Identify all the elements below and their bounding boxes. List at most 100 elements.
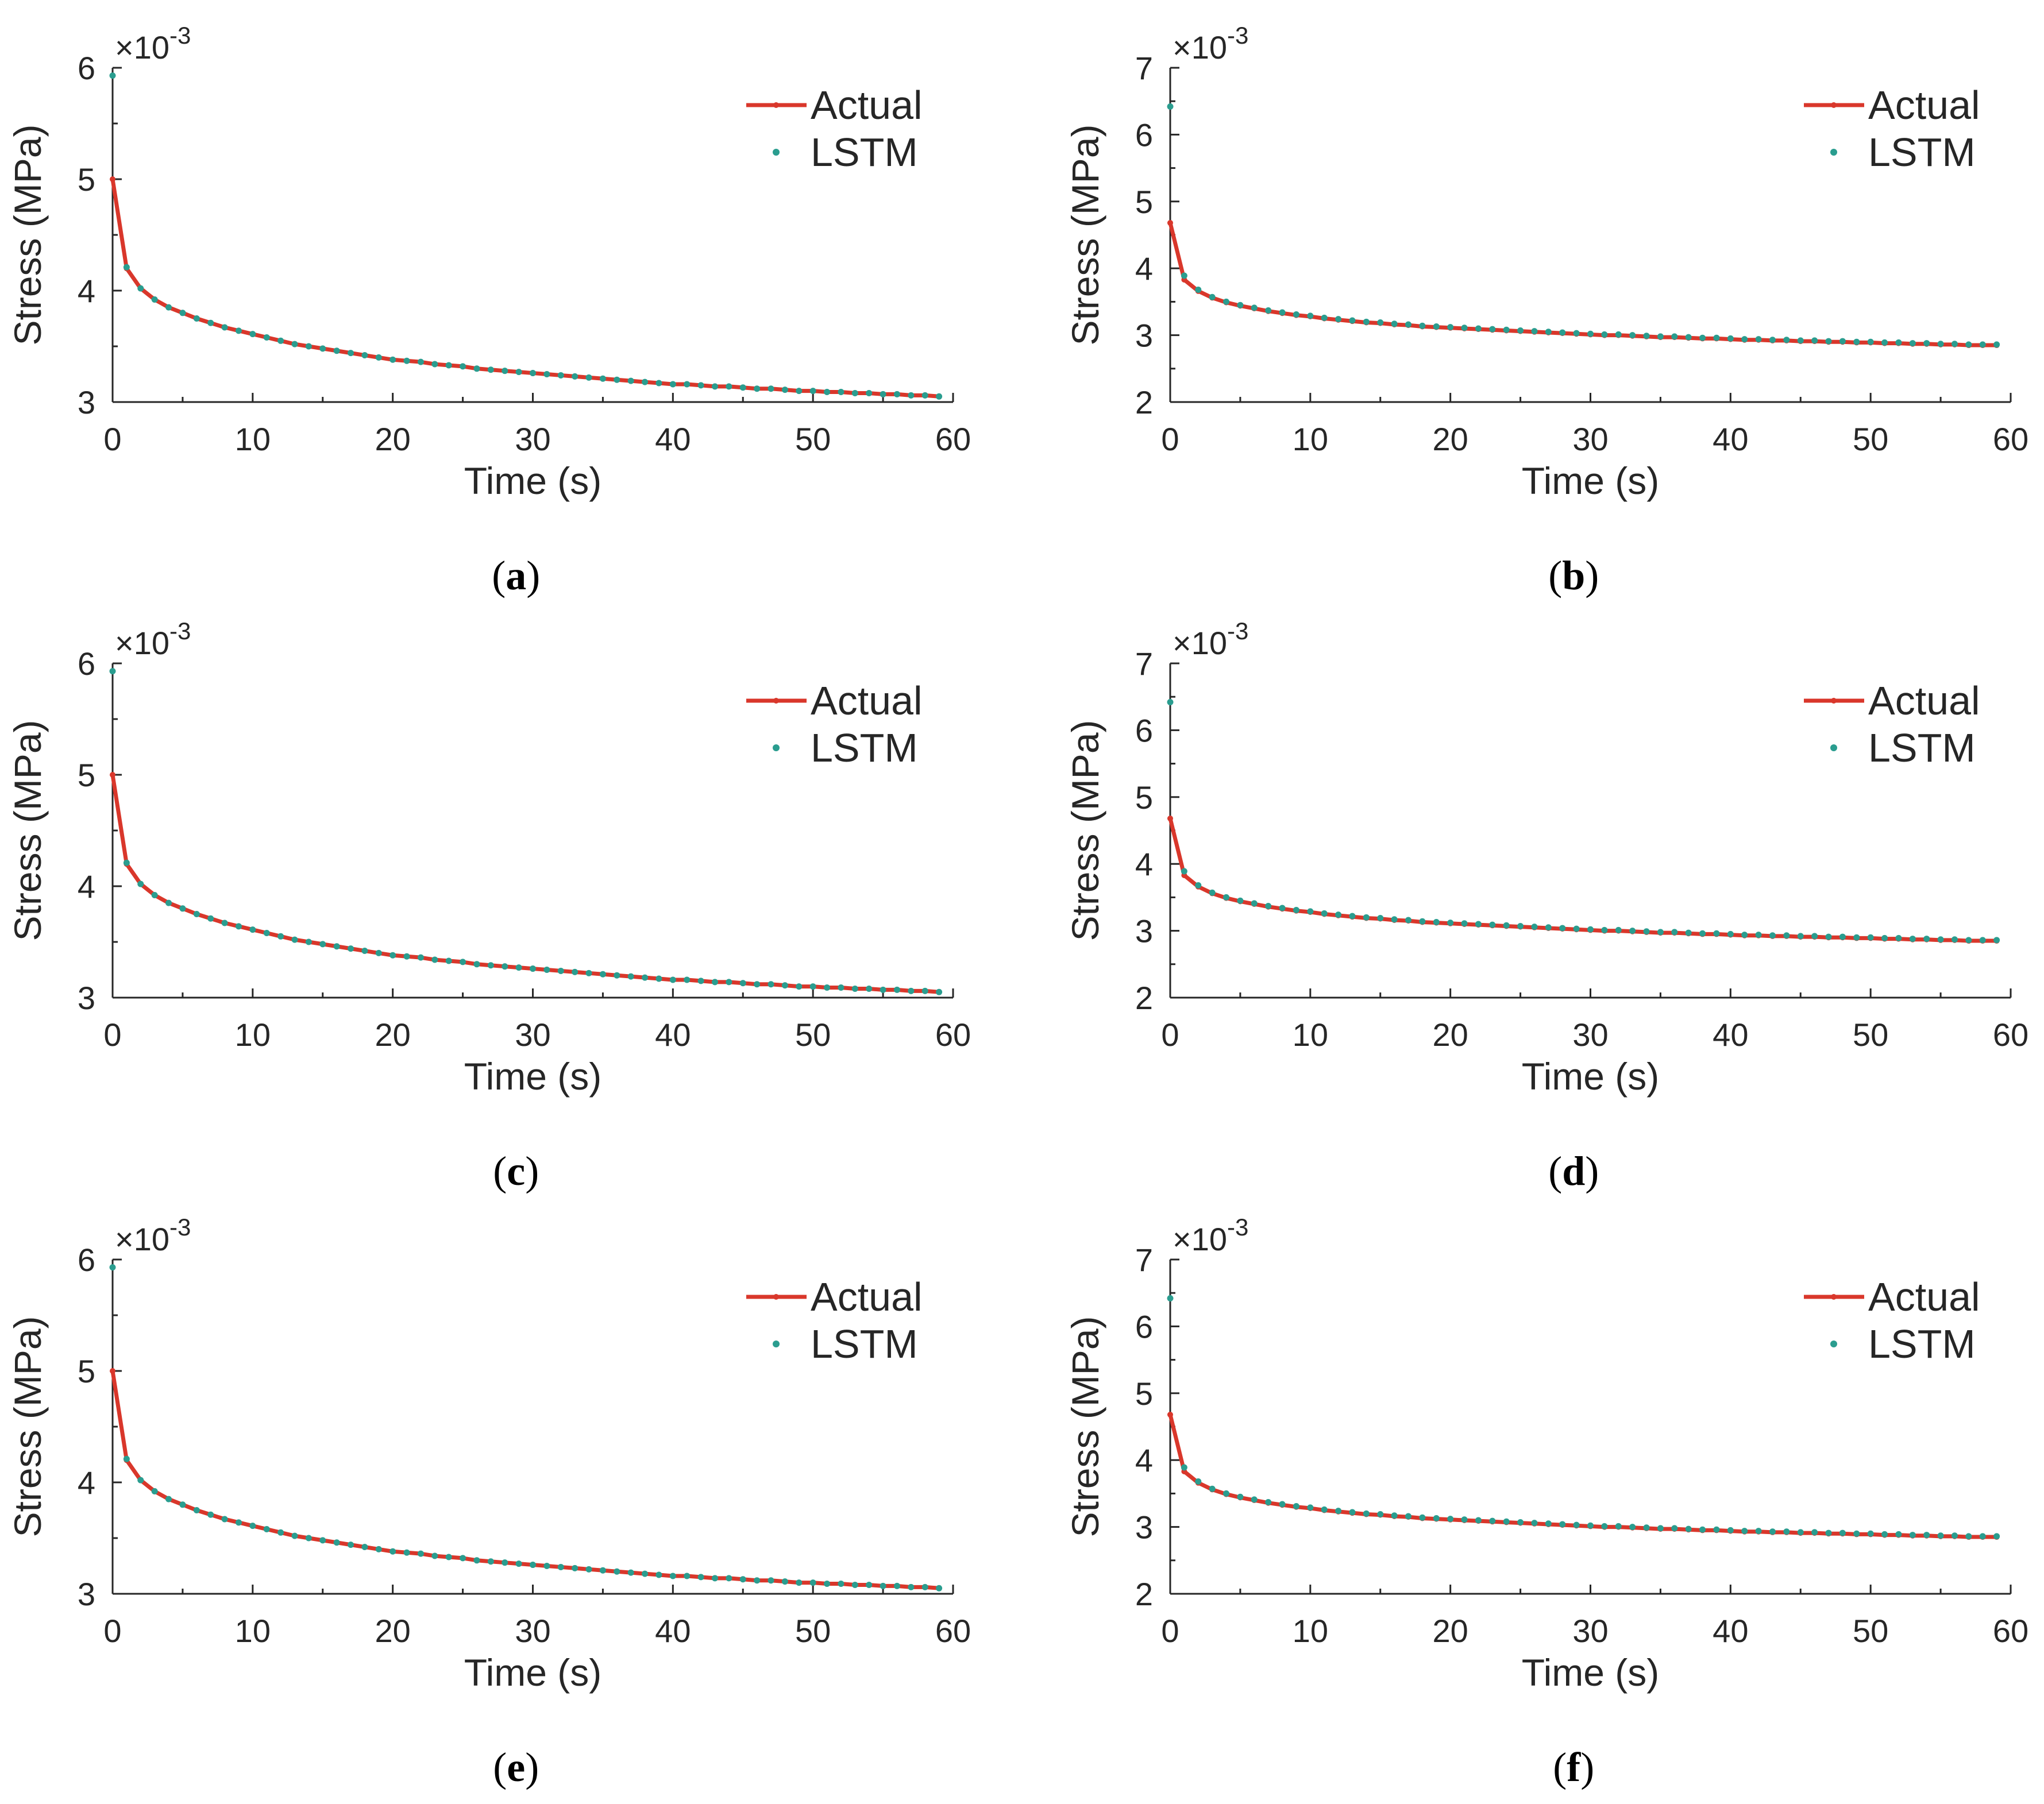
- point-lstm: [1461, 1516, 1468, 1523]
- x-tick-label: 20: [375, 1613, 411, 1649]
- y-tick-label: 3: [1135, 913, 1153, 949]
- point-lstm: [1405, 1513, 1412, 1520]
- y-tick-label: 4: [1135, 846, 1153, 882]
- x-tick-label: 30: [515, 421, 550, 457]
- point-lstm: [1657, 929, 1664, 936]
- point-lstm: [1293, 907, 1299, 914]
- point-lstm: [487, 366, 494, 373]
- point-lstm: [1643, 1524, 1650, 1531]
- x-tick-label: 60: [1993, 1613, 2028, 1649]
- point-lstm: [1671, 333, 1678, 340]
- legend-marker-actual: [1831, 1294, 1837, 1300]
- point-lstm: [165, 304, 172, 311]
- point-lstm: [1713, 334, 1720, 341]
- point-lstm: [768, 981, 774, 988]
- point-lstm: [1503, 326, 1510, 333]
- point-lstm: [1475, 1517, 1482, 1524]
- point-lstm: [1279, 1501, 1286, 1508]
- point-lstm: [502, 368, 508, 374]
- x-axis-label: Time (s): [464, 1651, 602, 1694]
- point-lstm: [1727, 1527, 1734, 1533]
- point-lstm: [1167, 1295, 1174, 1302]
- chart-panel-d: 0 10 20 30 40 50 60 2 3 4 5 6 7 ×10-3 Time (s) Stress (…: [1064, 617, 2028, 1194]
- point-lstm: [319, 941, 326, 948]
- point-lstm: [319, 1537, 326, 1544]
- point-lstm: [1965, 937, 1972, 944]
- point-lstm: [123, 859, 130, 866]
- panel-caption: (c): [493, 1148, 539, 1194]
- point-lstm: [403, 357, 410, 364]
- point-lstm: [1993, 1533, 2000, 1540]
- point-lstm: [599, 375, 606, 382]
- y-tick-label: 4: [78, 1465, 95, 1501]
- point-lstm: [151, 296, 158, 303]
- point-lstm: [627, 973, 634, 980]
- panel-caption: (f): [1553, 1744, 1594, 1790]
- point-lstm: [165, 1496, 172, 1502]
- point-lstm: [1699, 1526, 1706, 1533]
- panel-caption: (e): [493, 1744, 539, 1790]
- point-lstm: [1825, 1529, 1832, 1536]
- point-lstm: [1195, 286, 1202, 293]
- y-tick-label: 7: [1135, 50, 1153, 86]
- point-lstm: [1909, 340, 1916, 347]
- point-lstm: [348, 945, 354, 952]
- point-lstm: [1419, 918, 1426, 925]
- x-tick-label: 60: [935, 421, 971, 457]
- point-lstm: [781, 982, 788, 989]
- point-lstm: [893, 391, 900, 397]
- point-lstm: [1265, 307, 1272, 314]
- point-lstm: [1895, 934, 1902, 941]
- x-tick-label: 20: [1433, 421, 1468, 457]
- point-lstm: [1769, 337, 1776, 343]
- y-tick-label: 2: [1135, 384, 1153, 420]
- point-lstm: [1755, 1528, 1762, 1535]
- legend-label-lstm: LSTM: [811, 130, 918, 175]
- point-lstm: [1545, 329, 1552, 335]
- point-lstm: [1237, 302, 1244, 308]
- x-axis-label: Time (s): [1522, 1055, 1660, 1098]
- point-lstm: [1391, 916, 1398, 923]
- x-tick-label: 0: [103, 1613, 121, 1649]
- x-tick-label: 60: [1993, 1017, 2028, 1053]
- point-lstm: [1237, 1493, 1244, 1500]
- point-lstm: [866, 389, 873, 396]
- point-lstm: [348, 1542, 354, 1548]
- point-lstm: [1405, 321, 1412, 328]
- point-lstm: [1811, 1529, 1818, 1536]
- point-lstm: [1811, 933, 1818, 940]
- point-lstm: [838, 984, 844, 991]
- point-lstm: [851, 985, 858, 992]
- point-actual: [110, 176, 115, 182]
- point-lstm: [838, 1581, 844, 1587]
- point-lstm: [1615, 926, 1622, 933]
- point-lstm: [1293, 1503, 1299, 1510]
- point-lstm: [193, 315, 200, 322]
- point-lstm: [1335, 911, 1342, 918]
- point-lstm: [1475, 921, 1482, 928]
- point-lstm: [445, 362, 452, 369]
- point-lstm: [1853, 338, 1860, 345]
- point-lstm: [1867, 1530, 1874, 1537]
- point-lstm: [1349, 1509, 1356, 1516]
- legend-label-lstm: LSTM: [811, 1322, 918, 1366]
- point-lstm: [1517, 922, 1524, 929]
- point-lstm: [1363, 318, 1370, 325]
- point-lstm: [1657, 1525, 1664, 1532]
- point-lstm: [585, 374, 592, 381]
- point-lstm: [515, 1560, 522, 1567]
- point-lstm: [1573, 925, 1580, 932]
- point-lstm: [1279, 309, 1286, 316]
- point-lstm: [851, 1581, 858, 1588]
- point-lstm: [403, 1549, 410, 1556]
- point-lstm: [754, 385, 761, 392]
- point-lstm: [1643, 928, 1650, 935]
- point-lstm: [557, 372, 564, 378]
- point-lstm: [642, 378, 649, 385]
- x-tick-label: 10: [1293, 1613, 1328, 1649]
- point-lstm: [866, 1581, 873, 1588]
- point-lstm: [739, 980, 746, 987]
- point-lstm: [515, 369, 522, 376]
- point-lstm: [1377, 914, 1384, 921]
- point-lstm: [880, 391, 886, 397]
